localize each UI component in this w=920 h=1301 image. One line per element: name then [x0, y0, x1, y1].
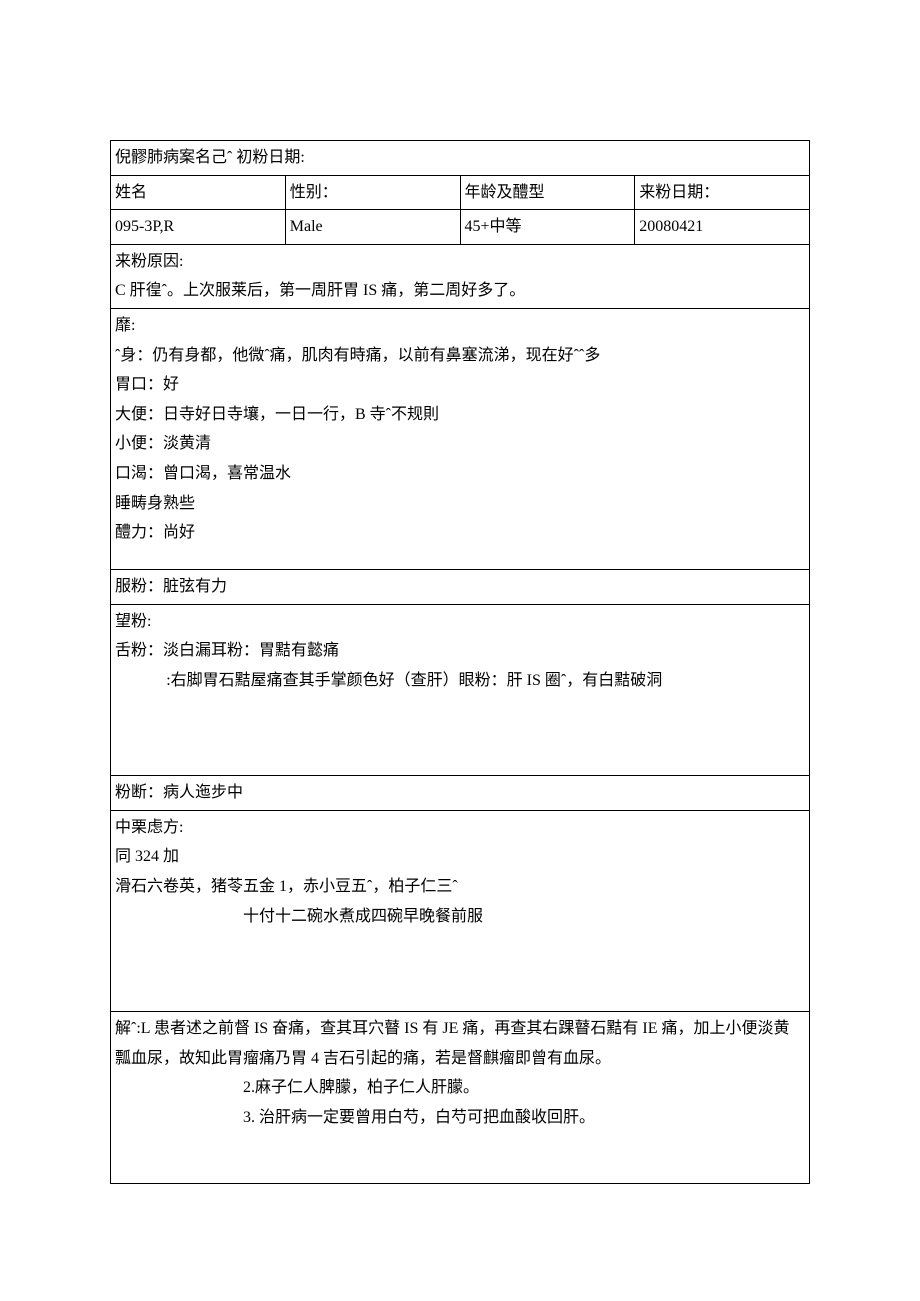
ask-l3: 大便：日寺好日寺壤，一日一行，B 寺ˆ不规則 [115, 400, 805, 430]
diag-cell: 粉断：病人迤步中 [111, 776, 810, 811]
hdr-name-val: 095-3P,R [111, 210, 286, 245]
reason-label: 来粉原因: [115, 247, 805, 277]
rx-cell: 中栗虑方: 同 324 加 滑石六卷英，猪苓五金 1，赤小豆五ˆ，柏子仁三ˆ 十… [111, 810, 810, 1011]
hdr-sex-label: 性别： [285, 175, 460, 210]
ask-label: 靡: [115, 311, 805, 341]
ask-l2: 胃口：好 [115, 370, 805, 400]
hdr-age-val: 45+中等 [460, 210, 635, 245]
hdr-name-label: 姓名 [111, 175, 286, 210]
hdr-age-label: 年龄及醴型 [460, 175, 635, 210]
pulse-cell: 服粉：脏弦有力 [111, 569, 810, 604]
pulse-val: 脏弦有力 [163, 578, 227, 595]
look-cell: 望粉: 舌粉：淡白漏耳粉：胃黠有懿痛 :右脚胃石黠屋痛查其手掌颜色好（查肝）眼粉… [111, 604, 810, 776]
notes-l1: 解ˆ:L 患者述之前督 IS 奋痛，查其耳穴瞽 IS 有 JE 痛，再查其右踝瞽… [115, 1014, 805, 1073]
notes-l3: 3. 治肝病一定要曾用白芍，白芍可把血酸收回肝。 [115, 1103, 805, 1133]
look-l2: :右脚胃石黠屋痛查其手掌颜色好（查肝）眼粉：肝 IS 圈ˆ，有白黠破洞 [115, 666, 662, 696]
pulse-label: 服粉： [115, 578, 163, 595]
look-l1: 舌粉：淡白漏耳粉：胃黠有懿痛 [115, 636, 805, 666]
ask-l7: 醴力：尚好 [115, 518, 805, 548]
header-labels-row: 姓名 性别： 年龄及醴型 来粉日期： [111, 175, 810, 210]
ask-l5: 口渴：曾口渴，喜常温水 [115, 459, 805, 489]
title-text: 倪髎肺病案名己ˆ 初粉日期: [115, 149, 305, 166]
ask-cell: 靡: ˆ身：仍有身都，他微ˆ痛，肌肉有時痛，以前有鼻塞流涕，现在好ˆˆ多 胃口：… [111, 308, 810, 569]
rx-l2: 滑石六卷英，猪苓五金 1，赤小豆五ˆ，柏子仁三ˆ [115, 872, 805, 902]
rx-l1: 同 324 加 [115, 842, 805, 872]
reason-line1: C 肝徨ˆ。上次服莱后，第一周肝胃 IS 痛，第二周好多了。 [115, 276, 805, 306]
rx-label: 中栗虑方: [115, 813, 805, 843]
ask-l4: 小便：淡黄清 [115, 429, 805, 459]
hdr-visit-val: 20080421 [635, 210, 810, 245]
notes-l2: 2.麻子仁人脾朦，柏子仁人肝朦。 [115, 1073, 805, 1103]
rx-l3: 十付十二碗水煮成四碗早晚餐前服 [115, 902, 805, 932]
diag-label: 粉断： [115, 784, 163, 801]
look-label: 望粉: [115, 607, 805, 637]
ask-l6: 睡畴身熟些 [115, 489, 805, 519]
record-table: 倪髎肺病案名己ˆ 初粉日期: 姓名 性别： 年龄及醴型 来粉日期： 095-3P… [110, 140, 810, 1184]
page: 倪髎肺病案名己ˆ 初粉日期: 姓名 性别： 年龄及醴型 来粉日期： 095-3P… [0, 0, 920, 1244]
hdr-visit-label: 来粉日期： [635, 175, 810, 210]
reason-cell: 来粉原因: C 肝徨ˆ。上次服莱后，第一周肝胃 IS 痛，第二周好多了。 [111, 244, 810, 308]
diag-val: 病人迤步中 [163, 784, 243, 801]
header-values-row: 095-3P,R Male 45+中等 20080421 [111, 210, 810, 245]
ask-l1: ˆ身：仍有身都，他微ˆ痛，肌肉有時痛，以前有鼻塞流涕，现在好ˆˆ多 [115, 341, 805, 371]
notes-cell: 解ˆ:L 患者述之前督 IS 奋痛，查其耳穴瞽 IS 有 JE 痛，再查其右踝瞽… [111, 1012, 810, 1183]
title-cell: 倪髎肺病案名己ˆ 初粉日期: [111, 141, 810, 176]
hdr-sex-val: Male [285, 210, 460, 245]
